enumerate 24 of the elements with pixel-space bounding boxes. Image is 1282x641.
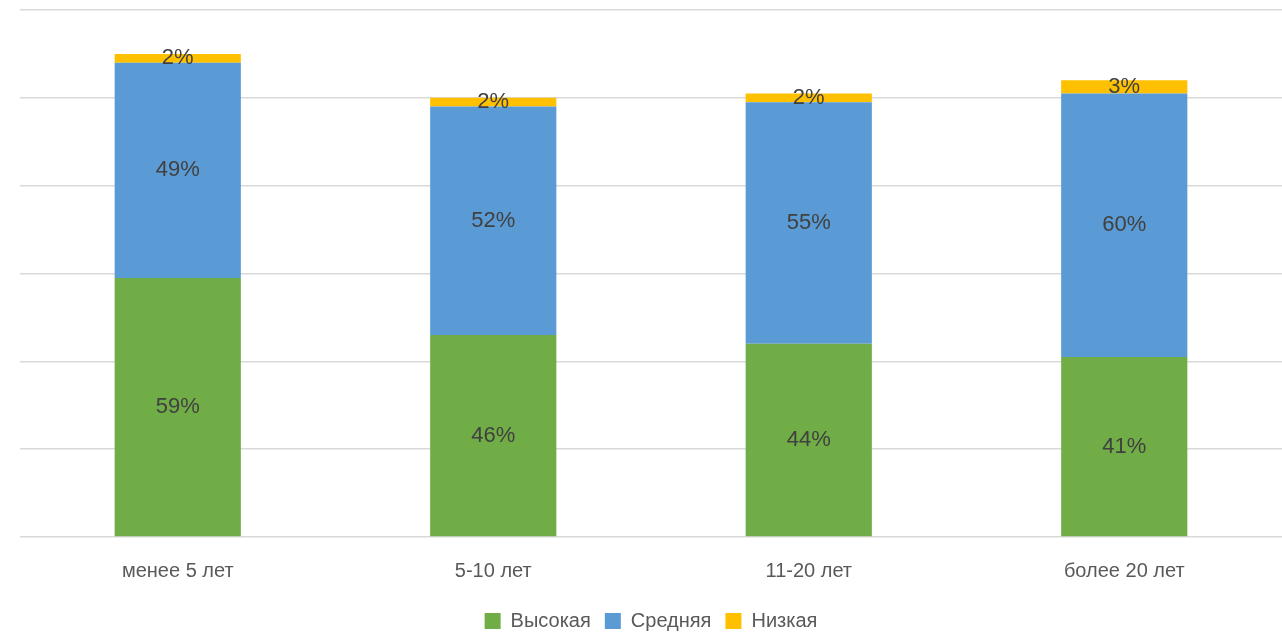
legend-label: Низкая: [751, 608, 818, 631]
data-label: 55%: [786, 209, 831, 235]
bar: [1061, 93, 1188, 357]
x-tick-label: менее 5 лет: [121, 558, 234, 581]
legend-label: Высокая: [510, 608, 591, 631]
bar: [114, 62, 241, 278]
bar: [745, 102, 872, 344]
data-label: 46%: [471, 421, 516, 447]
data-label: 52%: [471, 206, 516, 232]
bar: [745, 343, 872, 537]
legend-label: Средняя: [630, 608, 712, 631]
data-label: 59%: [155, 393, 200, 419]
bar: [1061, 356, 1188, 537]
bar: [430, 106, 557, 335]
bar: [430, 334, 557, 537]
x-tick-label: более 20 лет: [1063, 558, 1185, 581]
data-label: 44%: [786, 426, 831, 452]
data-label: 3%: [1108, 72, 1141, 98]
x-tick-label: 5-10 лет: [454, 558, 532, 581]
data-label: 60%: [1102, 211, 1147, 237]
x-tick-label: 11-20 лет: [765, 558, 853, 581]
data-label: 49%: [155, 156, 200, 182]
data-label: 41%: [1102, 432, 1147, 458]
bar: [114, 277, 241, 537]
